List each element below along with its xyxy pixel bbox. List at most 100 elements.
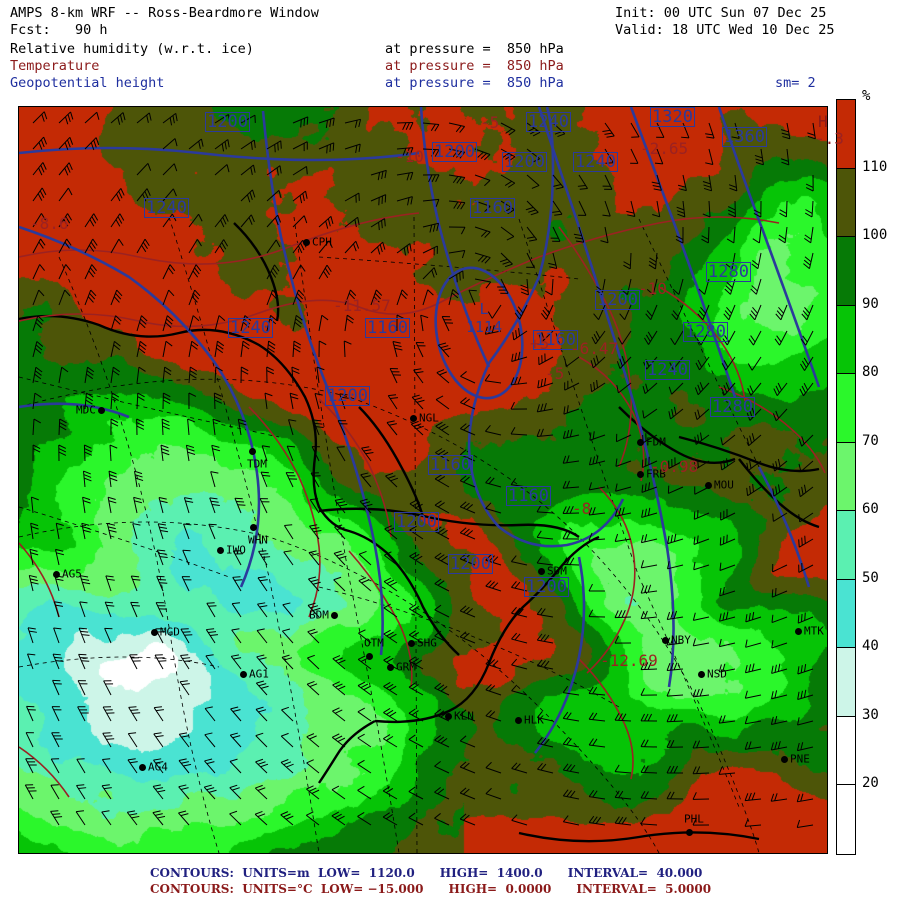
station-label: FRB	[646, 467, 666, 481]
station-label: MDC	[76, 403, 96, 417]
colorbar-tick-label: 50	[862, 569, 879, 586]
colorbar-segment	[837, 648, 855, 717]
colorbar-segment	[837, 374, 855, 443]
height-contour-label: 1160	[365, 318, 410, 338]
temperature-contour-label: -8.6	[30, 214, 69, 233]
station-dot	[515, 716, 522, 724]
height-contour-label: 1160	[428, 455, 473, 475]
station-dot	[408, 639, 415, 647]
colorbar-segment	[837, 237, 855, 306]
station-label: KLN	[454, 709, 474, 723]
weather-map[interactable]	[18, 106, 828, 854]
station-dot	[303, 238, 310, 246]
station-dot	[686, 829, 693, 836]
station-marker: MTK	[793, 624, 824, 638]
smoothing-label: sm= 2	[775, 75, 816, 91]
height-contour-label: 1240	[645, 360, 690, 380]
station-marker: CPH	[301, 235, 332, 249]
station-dot	[410, 414, 417, 422]
station-dot	[662, 636, 669, 644]
colorbar-segment	[837, 785, 855, 854]
station-dot	[151, 628, 158, 636]
station-label: PHL	[684, 812, 704, 826]
station-label: IWO	[226, 543, 246, 557]
field-temperature-label: Temperature	[10, 58, 100, 74]
station-marker: KLN	[443, 709, 474, 723]
height-contour-label: 1200	[524, 577, 569, 597]
height-contour-label: 1320	[650, 107, 695, 127]
station-marker: AG4	[137, 760, 168, 774]
low-pressure-center: L 1114	[466, 300, 502, 336]
low-center-letter: L	[479, 300, 489, 318]
station-label: NGL	[419, 411, 439, 425]
colorbar-segment	[837, 511, 855, 580]
temperature-contour-label: -6.47	[570, 339, 619, 358]
footer-temperature-contours: CONTOURS: UNITS=°C LOW= −15.000 HIGH= 0.…	[150, 882, 712, 896]
temperature-contour-label: -5	[545, 364, 565, 383]
station-marker: AG1	[238, 667, 269, 681]
height-contour-label: 1160	[506, 486, 551, 506]
height-contour-label: 1200	[595, 290, 640, 310]
field-relative-humidity-label: Relative humidity (w.r.t. ice)	[10, 41, 254, 57]
temperature-contour-label: -10	[395, 147, 424, 166]
station-marker: GRM	[385, 660, 416, 674]
station-dot	[637, 438, 644, 446]
height-contour-label: 1360	[722, 127, 767, 147]
temperature-contour-label: -8	[572, 499, 592, 518]
station-dot	[387, 663, 394, 671]
colorbar-tick-label: 60	[862, 501, 879, 518]
station-label: SDM	[547, 564, 567, 578]
temperature-contour-label: -0.98	[650, 457, 699, 476]
header-title: AMPS 8-km WRF -- Ross-Beardmore Window	[10, 5, 319, 21]
height-contour-label: 1160	[470, 198, 515, 218]
colorbar-tick-label: 40	[862, 638, 879, 655]
height-contour-label: 1240	[573, 152, 618, 172]
footer-height-contours: CONTOURS: UNITS=m LOW= 1120.0 HIGH= 1400…	[150, 866, 703, 880]
station-label: MOU	[714, 478, 734, 492]
height-contour-label: 1200	[502, 152, 547, 172]
colorbar-segment	[837, 442, 855, 512]
station-dot	[366, 653, 373, 660]
colorbar	[836, 99, 856, 855]
station-marker: MDC	[76, 403, 107, 417]
station-label: AG5	[62, 567, 82, 581]
station-marker: OTM	[364, 636, 384, 663]
height-contour-label: 1240	[228, 318, 273, 338]
colorbar-tick-label: 100	[862, 227, 888, 244]
colorbar-tick-label: 80	[862, 364, 879, 381]
station-dot	[217, 546, 224, 554]
station-dot	[240, 670, 247, 678]
field-geopotential-label: Geopotential height	[10, 75, 165, 91]
colorbar-segment	[837, 716, 855, 786]
field-relative-humidity-pressure: at pressure = 850 hPa	[385, 41, 564, 57]
station-label: WHN	[248, 533, 268, 547]
station-label: FDM	[646, 435, 666, 449]
station-label: MGD	[160, 625, 180, 639]
station-marker: SHG	[406, 636, 437, 650]
header-fcst: Fcst: 90 h	[10, 22, 108, 38]
colorbar-segment	[837, 579, 855, 649]
station-label: CPH	[312, 235, 332, 249]
field-temperature-pressure: at pressure = 850 hPa	[385, 58, 564, 74]
station-dot	[53, 570, 60, 578]
height-contour-label: 1160	[533, 330, 578, 350]
colorbar-tick-label: 90	[862, 295, 879, 312]
station-dot	[637, 470, 644, 478]
station-label: NSD	[707, 667, 727, 681]
station-marker: WHN	[248, 520, 268, 547]
height-contour-label: 1280	[706, 262, 751, 282]
station-dot	[781, 755, 788, 763]
height-contour-label: 1200	[448, 554, 493, 574]
station-marker: NBY	[660, 633, 691, 647]
station-marker: MOU	[703, 478, 734, 492]
station-marker: NSD	[696, 667, 727, 681]
temperature-contour-label: -5	[480, 113, 500, 132]
station-dot	[538, 567, 545, 575]
station-dot	[705, 481, 712, 489]
header-valid: Valid: 18 UTC Wed 10 Dec 25	[615, 22, 835, 38]
station-marker: IWO	[215, 543, 246, 557]
station-marker: BDM	[309, 608, 340, 622]
station-label: SHG	[417, 636, 437, 650]
station-label: GRM	[396, 660, 416, 674]
station-marker: HLK	[513, 713, 544, 727]
